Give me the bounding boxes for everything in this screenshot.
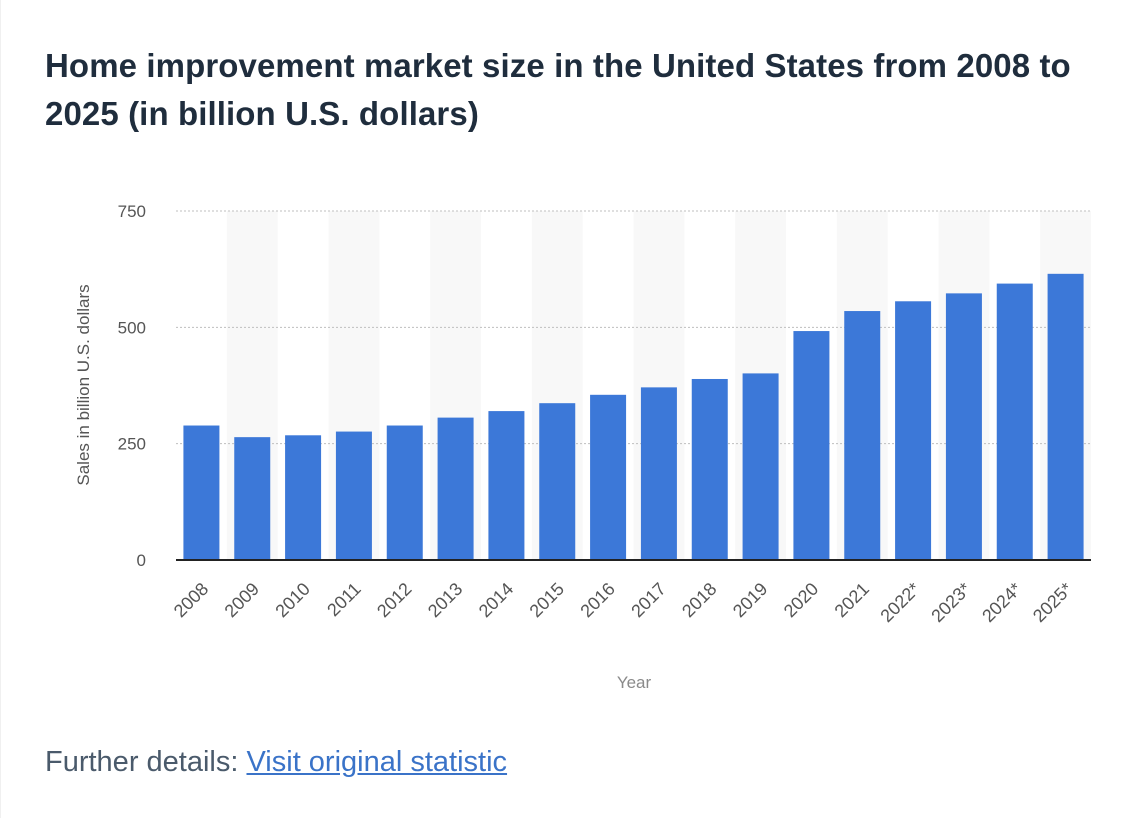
bar [691, 378, 728, 560]
x-tick-label: 2016 [576, 579, 618, 621]
x-tick-label: 2020 [780, 579, 822, 621]
x-axis-title: Year [617, 673, 652, 692]
bar [640, 387, 677, 560]
y-tick-label: 250 [118, 435, 146, 454]
bar [742, 373, 779, 560]
x-tick-label: 2010 [271, 579, 313, 621]
y-axis-title: Sales in billion U.S. dollars [74, 284, 93, 485]
x-tick-label: 2023* [927, 579, 974, 626]
bar [183, 425, 220, 560]
x-tick-label: 2008 [170, 579, 212, 621]
bar [945, 293, 982, 560]
bar [234, 437, 271, 560]
y-tick-label: 500 [118, 318, 146, 337]
x-tick-label: 2021 [831, 579, 873, 621]
x-tick-label: 2011 [323, 579, 365, 621]
x-tick-label: 2024* [978, 579, 1025, 626]
bar [335, 431, 372, 560]
bar [1047, 273, 1084, 560]
x-tick-label: 2019 [729, 579, 771, 621]
x-tick-label: 2012 [373, 579, 415, 621]
chart-title: Home improvement market size in the Unit… [45, 47, 1071, 132]
x-tick-label: 2014 [475, 579, 517, 621]
x-tick-label: 2013 [424, 579, 466, 621]
x-tick-label: 2009 [221, 579, 263, 621]
bar [386, 425, 423, 560]
bar [590, 394, 627, 560]
y-tick-label: 0 [137, 551, 146, 570]
further-details: Further details: Visit original statisti… [45, 746, 507, 779]
bar [539, 403, 576, 560]
x-tick-label: 2025* [1029, 579, 1076, 626]
x-tick-label: 2015 [526, 579, 568, 621]
x-tick-label: 2017 [627, 579, 669, 621]
bar [285, 435, 322, 560]
bar [844, 311, 881, 560]
bar [793, 331, 830, 560]
bar [437, 417, 474, 560]
x-tick-label: 2018 [678, 579, 720, 621]
bar [996, 283, 1033, 560]
x-tick-label: 2022* [876, 579, 923, 626]
further-details-label: Further details: [45, 746, 239, 778]
visit-original-statistic-link[interactable]: Visit original statistic [246, 746, 508, 778]
bar [488, 411, 525, 560]
bar [895, 301, 932, 560]
y-tick-label: 750 [118, 202, 146, 221]
